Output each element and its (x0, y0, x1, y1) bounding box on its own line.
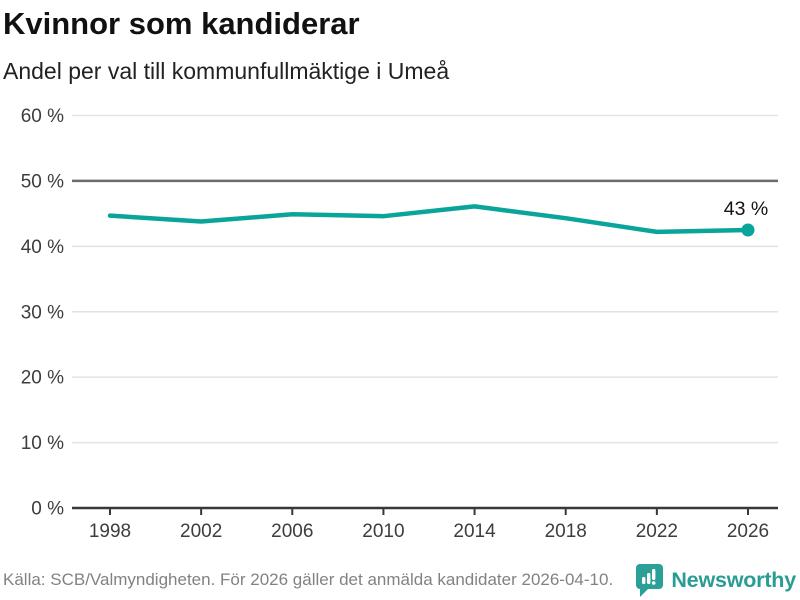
chart-title: Kvinnor som kandiderar (3, 6, 360, 41)
x-tick-label-2010: 2010 (362, 521, 404, 542)
x-tick-label-2022: 2022 (636, 521, 678, 542)
y-tick-label-20: 20 % (21, 368, 64, 389)
chart-footer: Källa: SCB/Valmyndigheten. För 2026 gäll… (3, 562, 796, 598)
y-tick-label-10: 10 % (21, 433, 64, 454)
x-tick-label-1998: 1998 (89, 521, 131, 542)
y-tick-label-30: 30 % (21, 302, 64, 323)
chart-subtitle: Andel per val till kommunfullmäktige i U… (3, 58, 450, 85)
newsworthy-wordmark: Newsworthy (671, 567, 796, 592)
y-tick-label-50: 50 % (21, 171, 64, 192)
data-line (107, 204, 751, 235)
line-chart: 0 % 10 % 20 % 30 % 40 % 50 % 60 % 1998 2002 2006 2… (21, 106, 778, 542)
x-tick-label-2018: 2018 (545, 521, 587, 542)
x-tick-label-2014: 2014 (453, 521, 496, 542)
end-value-label: 43 % (724, 198, 768, 220)
exclamation-dot (652, 581, 656, 585)
x-tick-label-2026: 2026 (727, 521, 769, 542)
exclamation-stem (652, 569, 656, 580)
y-tick-label-40: 40 % (21, 237, 64, 258)
source-note: Källa: SCB/Valmyndigheten. För 2026 gäll… (3, 570, 614, 589)
newsworthy-logo: Newsworthy (635, 562, 796, 598)
y-tick-label-60: 60 % (21, 106, 64, 127)
bar-chart-bar-1 (642, 577, 646, 584)
newsworthy-logo-icon (636, 564, 664, 597)
bar-chart-bar-2 (647, 573, 651, 584)
x-tick-label-2002: 2002 (180, 521, 222, 542)
end-point-marker (741, 223, 755, 237)
y-tick-label-0: 0 % (31, 499, 64, 520)
chart-header: Kvinnor som kandiderar Andel per val til… (3, 0, 800, 85)
x-tick-label-2006: 2006 (271, 521, 313, 542)
